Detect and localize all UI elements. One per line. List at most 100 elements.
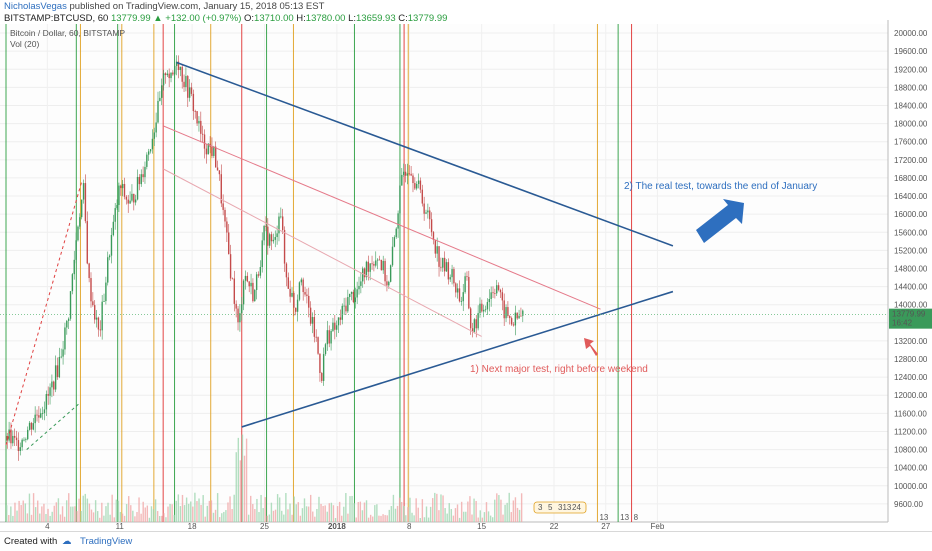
volume-bar xyxy=(438,510,440,522)
volume-bar xyxy=(82,495,84,522)
y-tick-label: 10800.00 xyxy=(894,446,928,455)
volume-bar xyxy=(330,502,333,522)
candle-body xyxy=(60,356,62,358)
candle-body xyxy=(328,330,330,344)
candle-body xyxy=(77,226,79,241)
candle-body xyxy=(397,213,399,229)
price-chart[interactable]: 20000.00 19600.00 19200.00 18800.00 18400.00… xyxy=(0,0,932,531)
volume-bar xyxy=(463,511,465,522)
volume-bar xyxy=(169,503,171,522)
candle-body xyxy=(213,146,215,156)
x-tick-label: 8 xyxy=(407,522,412,531)
candle-body xyxy=(283,229,286,264)
candle-body xyxy=(246,275,249,282)
candle-body xyxy=(86,221,88,264)
candle-body xyxy=(40,413,42,418)
candle-body xyxy=(64,327,66,350)
tradingview-brand[interactable]: TradingView xyxy=(80,536,133,547)
volume-bar xyxy=(475,500,477,522)
y-tick-label: 15200.00 xyxy=(894,246,928,255)
volume-bar xyxy=(473,498,475,522)
candle-body xyxy=(92,301,94,306)
bottom-badge: 8 xyxy=(634,513,639,522)
y-tick-label: 16400.00 xyxy=(894,192,928,201)
candle-body xyxy=(339,317,342,320)
candle-body xyxy=(51,381,53,388)
volume-bar xyxy=(45,514,47,522)
candle-body xyxy=(423,203,425,214)
candle-body xyxy=(402,171,405,175)
candle-body xyxy=(248,281,250,287)
y-tick-label: 11600.00 xyxy=(894,409,927,418)
volume-bar xyxy=(432,498,434,522)
volume-bar xyxy=(59,514,62,522)
candle-body xyxy=(414,183,416,189)
candle-body xyxy=(107,257,109,283)
volume-bar xyxy=(26,513,29,522)
volume-bar xyxy=(316,508,318,522)
candle-body xyxy=(494,293,496,294)
candle-body xyxy=(302,279,304,293)
volume-bar xyxy=(349,496,351,522)
candle-body xyxy=(10,429,12,444)
y-tick-label: 14000.00 xyxy=(894,301,928,310)
candle-body xyxy=(347,297,349,312)
candle-body xyxy=(54,365,57,390)
y-tick-label: 12400.00 xyxy=(894,373,928,382)
candle-body xyxy=(58,356,61,378)
candle-body xyxy=(157,100,159,123)
volume-bar xyxy=(111,494,113,522)
candle-body xyxy=(151,138,154,150)
volume-bar xyxy=(405,515,407,522)
volume-bar xyxy=(163,513,165,522)
volume-bar xyxy=(489,515,492,522)
volume-bar xyxy=(47,508,49,522)
volume-bar xyxy=(96,511,99,522)
volume-bar xyxy=(94,500,97,522)
lower-trendline xyxy=(241,290,674,428)
candle-body xyxy=(56,365,59,378)
volume-bar xyxy=(76,511,78,522)
y-tick-label: 11200.00 xyxy=(894,427,927,436)
volume-bar xyxy=(65,500,68,522)
candle-body xyxy=(88,263,90,279)
volume-bar xyxy=(16,510,18,522)
candle-body xyxy=(481,303,483,312)
up-arrow-icon: ▲ xyxy=(153,13,163,24)
volume-bar xyxy=(338,501,341,522)
volume-bar xyxy=(202,495,204,522)
volume-bar xyxy=(450,509,453,522)
volume-bar xyxy=(417,507,419,522)
volume-bar xyxy=(388,509,390,522)
volume-bar xyxy=(49,515,51,522)
candle-body xyxy=(147,151,150,155)
y-tick-label: 19200.00 xyxy=(894,65,928,74)
y-tick-label: 12000.00 xyxy=(894,391,928,400)
volume-bar xyxy=(219,517,221,522)
volume-bar xyxy=(256,498,258,522)
candle-body xyxy=(161,85,163,98)
candle-body xyxy=(99,329,102,331)
volume-bar xyxy=(179,506,182,522)
volume-bar xyxy=(88,503,91,522)
event-marker-label: 313 xyxy=(558,503,572,512)
volume-bar xyxy=(390,506,393,522)
candle-body xyxy=(522,310,524,316)
volume-bar xyxy=(173,514,175,522)
candle-body xyxy=(468,276,470,309)
candle-body xyxy=(164,73,167,76)
candle-body xyxy=(69,291,72,319)
volume-bar xyxy=(355,517,357,522)
volume-bar xyxy=(86,498,89,522)
candle-body xyxy=(205,148,208,155)
author-link[interactable]: NicholasVegas xyxy=(4,1,67,12)
volume-bar xyxy=(90,509,93,522)
volume-bar xyxy=(380,515,382,522)
volume-bar xyxy=(200,504,202,522)
candle-body xyxy=(520,315,522,317)
candle-body xyxy=(345,305,347,312)
volume-bar xyxy=(305,506,308,522)
volume-bar xyxy=(384,515,386,522)
candle-body xyxy=(174,65,176,75)
volume-bar xyxy=(446,513,448,522)
